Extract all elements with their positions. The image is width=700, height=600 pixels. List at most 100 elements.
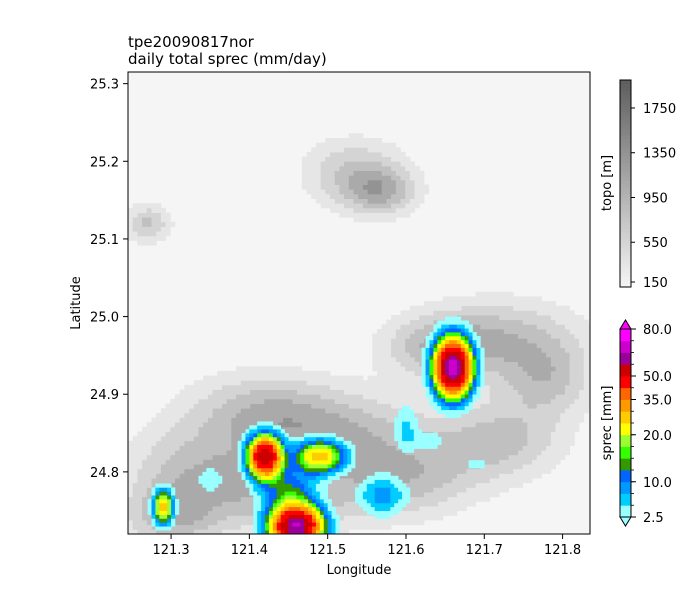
topo-cell	[381, 464, 387, 470]
sprec-cell	[253, 444, 258, 449]
topo-cell	[400, 203, 406, 209]
topo-cell	[532, 380, 538, 386]
topo-cell	[301, 156, 307, 162]
topo-cell	[156, 207, 162, 213]
topo-cell	[236, 394, 242, 400]
topo-cell	[231, 529, 237, 534]
topo-cell	[315, 422, 322, 428]
topo-cell	[391, 375, 397, 381]
topo-cell	[344, 156, 350, 162]
sprec-cell	[280, 514, 285, 519]
topo-cell	[156, 203, 162, 209]
topo-cell	[254, 366, 260, 372]
topo-cell	[372, 161, 378, 167]
topo-cell	[377, 170, 383, 176]
topo-cell	[433, 305, 439, 311]
sprec-cell	[280, 436, 285, 442]
topo-cell	[386, 193, 392, 199]
sprec-cell	[241, 433, 246, 438]
sprec-cell	[370, 479, 375, 484]
topo-cell	[250, 370, 256, 376]
topo-cell	[442, 492, 448, 498]
topo-cell	[409, 394, 415, 400]
topo-cell	[480, 296, 486, 302]
topo-cell	[287, 403, 293, 409]
topo-cell	[344, 506, 350, 512]
topo-cell	[240, 389, 246, 395]
topo-cell	[128, 520, 134, 526]
topo-cell	[170, 454, 176, 460]
topo-cell	[179, 496, 185, 502]
sprec-cell	[394, 475, 399, 480]
sprec-cell	[312, 522, 317, 527]
topo-cell	[456, 431, 462, 437]
topo-cell	[574, 380, 580, 386]
sprec-cell	[390, 499, 395, 504]
sprec-cell	[331, 518, 336, 523]
topo-cell	[362, 459, 369, 465]
topo-cell	[264, 389, 270, 395]
topo-cell	[128, 515, 134, 521]
topo-cell	[353, 175, 359, 181]
topo-cell	[588, 333, 590, 339]
topo-cell	[334, 510, 340, 516]
topo-cell	[348, 184, 354, 190]
topo-cell	[485, 417, 491, 423]
topo-cell	[142, 492, 148, 498]
topo-cell	[532, 296, 538, 302]
sprec-cell	[300, 502, 305, 508]
sprec-cell	[386, 491, 391, 496]
topo-cell	[221, 384, 228, 390]
sprec-cell	[163, 514, 168, 519]
sprec-cell	[163, 510, 168, 515]
topo-cell	[522, 356, 528, 363]
topo-cell	[560, 333, 566, 339]
topo-cell	[438, 506, 444, 512]
topo-cell	[377, 207, 383, 213]
topo-cell	[334, 189, 340, 195]
topo-cell	[165, 473, 171, 479]
topo-cell	[278, 394, 284, 400]
topo-cell	[156, 426, 162, 432]
topo-cell	[508, 450, 514, 456]
sprec-cell	[292, 479, 297, 484]
topo-cell	[358, 454, 364, 460]
topo-cell	[433, 510, 439, 516]
topo-cell	[184, 384, 190, 390]
topo-cell	[508, 412, 514, 418]
topo-cell	[203, 422, 209, 428]
topo-cell	[400, 212, 406, 218]
topo-cell	[311, 394, 317, 400]
sprec-cell	[167, 487, 172, 492]
topo-cell	[489, 468, 495, 474]
topo-cell	[541, 422, 547, 428]
topo-cell	[226, 417, 232, 423]
topo-cell	[353, 450, 359, 456]
topo-cell	[456, 305, 462, 311]
sprec-cell	[394, 425, 399, 430]
topo-cell	[442, 478, 448, 484]
sprec-cell	[261, 475, 266, 480]
topo-cell	[522, 366, 528, 372]
topo-cell	[198, 440, 204, 446]
topo-cell	[386, 151, 392, 158]
sprec-cell	[249, 464, 254, 469]
topo-cell	[456, 506, 462, 512]
topo-cell	[250, 412, 256, 418]
topo-cell	[419, 403, 425, 409]
topo-cell	[315, 380, 322, 386]
topo-cell	[165, 450, 171, 456]
topo-cell	[334, 198, 340, 204]
sprec-cell	[312, 499, 317, 504]
topo-cell	[433, 408, 439, 414]
topo-cell	[128, 501, 134, 507]
sprec-cell	[276, 460, 281, 465]
topo-cell	[226, 487, 232, 493]
sprec-cell	[327, 448, 332, 453]
sprec-cell	[249, 425, 254, 430]
topo-cell	[165, 417, 171, 423]
topo-cell	[546, 468, 552, 474]
topo-cell	[377, 394, 383, 400]
topo-cell	[564, 431, 571, 437]
topo-cell	[362, 161, 369, 167]
